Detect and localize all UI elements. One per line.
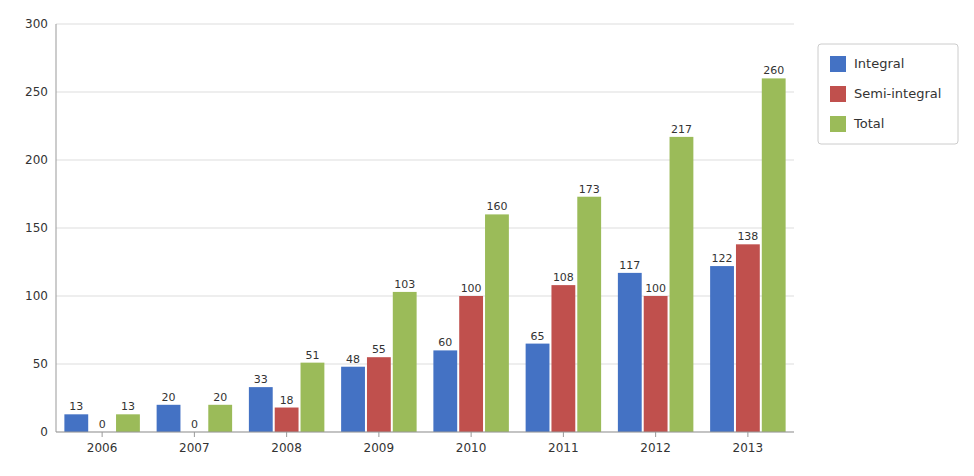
x-tick — [655, 432, 656, 437]
bars — [64, 78, 785, 432]
bar — [208, 405, 232, 432]
data-label: 0 — [99, 418, 106, 431]
bar — [64, 414, 88, 432]
bar — [618, 273, 642, 432]
legend-box — [818, 44, 958, 144]
data-label: 173 — [579, 183, 600, 196]
grid-line — [56, 432, 794, 433]
bar — [393, 292, 417, 432]
x-tick-label: 2008 — [271, 441, 302, 455]
data-label: 138 — [737, 230, 758, 243]
x-tick-label: 2011 — [548, 441, 579, 455]
y-tick-label: 50 — [33, 357, 48, 371]
x-tick — [563, 432, 564, 437]
y-tick-label: 200 — [25, 153, 48, 167]
data-label: 65 — [531, 330, 545, 343]
data-label: 13 — [121, 400, 135, 413]
legend-swatch — [830, 86, 846, 102]
x-tick-label: 2012 — [640, 441, 671, 455]
data-label: 55 — [372, 343, 386, 356]
bar — [275, 408, 299, 432]
bar — [485, 214, 509, 432]
legend-label: Total — [853, 116, 884, 131]
y-tick-label: 100 — [25, 289, 48, 303]
x-tick — [747, 432, 748, 437]
x-tick — [194, 432, 195, 437]
x-tick — [102, 432, 103, 437]
bar — [644, 296, 668, 432]
page: {"chart_data": {"type": "bar", "categori… — [0, 0, 974, 476]
bar — [433, 350, 457, 432]
x-tick — [286, 432, 287, 437]
y-tick-label: 0 — [40, 425, 48, 439]
x-tick-label: 2013 — [733, 441, 764, 455]
legend-swatch — [830, 116, 846, 132]
data-label: 100 — [461, 282, 482, 295]
data-label: 20 — [162, 391, 176, 404]
data-label: 117 — [619, 259, 640, 272]
data-label: 33 — [254, 373, 268, 386]
bar — [367, 357, 391, 432]
data-label: 20 — [213, 391, 227, 404]
data-label: 160 — [486, 200, 507, 213]
legend-label: Semi-integral — [854, 86, 941, 101]
bar — [551, 285, 575, 432]
x-axis: 2006 2007 2008 2009 2010 2011 2012 2013 — [56, 432, 794, 455]
data-label: 108 — [553, 271, 574, 284]
y-axis: 050100150200250300 — [25, 17, 794, 439]
x-tick-label: 2007 — [179, 441, 210, 455]
data-label: 217 — [671, 123, 692, 136]
bar — [459, 296, 483, 432]
grid-line — [56, 92, 794, 93]
bar — [116, 414, 140, 432]
data-label: 122 — [712, 252, 733, 265]
bar — [710, 266, 734, 432]
y-axis-line — [56, 24, 57, 432]
data-label: 18 — [280, 394, 294, 407]
bar — [249, 387, 273, 432]
x-tick-label: 2006 — [87, 441, 118, 455]
chart: 0 50 100 150 200 250 300 13 20 33 48 60 65 117 122 0 0 18… — [0, 0, 974, 476]
legend: Integral Semi-integral Total — [818, 44, 958, 144]
data-label: 60 — [438, 336, 452, 349]
legend-swatch — [830, 56, 846, 72]
x-tick-label: 2010 — [456, 441, 487, 455]
x-axis-line — [56, 432, 794, 433]
legend-label: Integral — [854, 56, 904, 71]
grid-line — [56, 24, 794, 25]
data-label: 103 — [394, 278, 415, 291]
data-label: 260 — [763, 64, 784, 77]
data-label: 100 — [645, 282, 666, 295]
bar — [301, 363, 325, 432]
bar — [526, 344, 550, 432]
bar — [762, 78, 786, 432]
bar — [157, 405, 181, 432]
data-labels: 13 20 33 48 60 65 117 122 0 0 18 55 100 108 100 138 13 20… — [69, 64, 784, 431]
y-tick-label: 300 — [25, 17, 48, 31]
bar — [577, 197, 601, 432]
x-tick — [378, 432, 379, 437]
bar — [736, 244, 760, 432]
bar — [670, 137, 694, 432]
data-label: 51 — [305, 349, 319, 362]
bar — [341, 367, 365, 432]
data-label: 0 — [191, 418, 198, 431]
data-label: 48 — [346, 353, 360, 366]
y-tick-label: 150 — [25, 221, 48, 235]
data-label: 13 — [69, 400, 83, 413]
x-tick — [471, 432, 472, 437]
x-tick-label: 2009 — [364, 441, 395, 455]
y-tick-label: 250 — [25, 85, 48, 99]
